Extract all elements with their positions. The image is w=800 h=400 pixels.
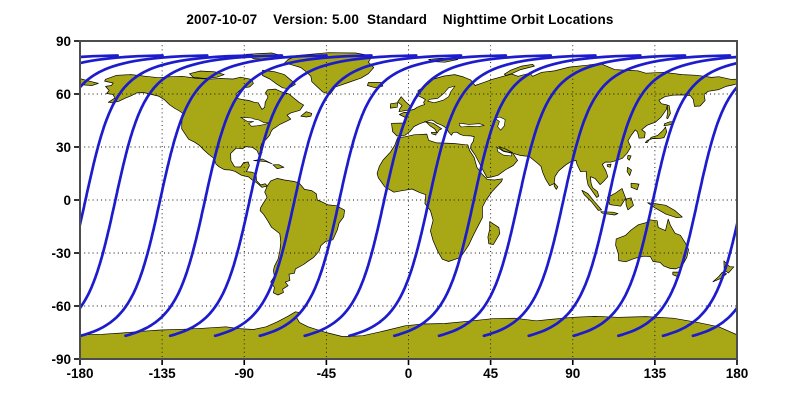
landmass — [607, 188, 627, 207]
orbit-track — [168, 54, 418, 338]
x-tick-label: 45 — [483, 366, 499, 381]
landmass — [389, 102, 398, 109]
orbit-track — [124, 54, 373, 338]
landmass — [104, 74, 304, 188]
landmass — [272, 164, 285, 169]
x-tick-label: -90 — [234, 366, 254, 381]
x-tick-label: -135 — [149, 366, 177, 381]
orbit-track — [80, 54, 284, 311]
landmass — [376, 133, 503, 262]
x-tick-label: -45 — [317, 366, 337, 381]
sea — [458, 122, 485, 128]
orbit-track — [437, 54, 687, 338]
landmass — [391, 63, 737, 198]
sea — [496, 147, 512, 157]
y-tick-label: -30 — [51, 246, 71, 261]
landmass — [666, 105, 671, 120]
landmass — [645, 126, 668, 143]
orbit-track — [348, 54, 597, 338]
orbit-track — [616, 85, 737, 338]
x-tick-label: 135 — [644, 366, 667, 381]
landmass — [424, 121, 443, 134]
landmass — [625, 197, 634, 211]
y-tick-label: -60 — [51, 299, 71, 314]
landmass — [606, 163, 612, 168]
x-tick-label: 90 — [565, 366, 580, 381]
orbit-track — [691, 305, 737, 338]
orbit-track — [0, 56, 28, 336]
landmass — [300, 111, 313, 118]
landmass — [626, 166, 632, 176]
orbit-track — [258, 54, 508, 338]
landmass — [615, 218, 689, 270]
orbit-track — [303, 54, 553, 338]
x-tick-label: 0 — [405, 366, 413, 381]
landmass — [259, 178, 345, 296]
sea — [240, 117, 270, 127]
landmass — [503, 63, 535, 76]
orbit-track — [736, 334, 737, 338]
landmass — [627, 155, 632, 161]
orbit-track — [392, 54, 642, 338]
landmass — [630, 182, 640, 191]
y-tick-label: 0 — [63, 193, 71, 208]
y-tick-label: 30 — [56, 140, 71, 155]
landmass — [600, 211, 619, 216]
landmass — [487, 221, 501, 245]
y-tick-label: 90 — [56, 34, 71, 49]
landmass — [253, 158, 273, 165]
landmass — [553, 182, 559, 190]
chart-title: 2007-10-07 Version: 5.00 Standard Nightt… — [186, 12, 614, 27]
sea — [427, 85, 456, 104]
orbit-track — [572, 61, 737, 338]
orbit-track — [783, 56, 800, 336]
orbit-track — [213, 54, 463, 338]
orbit-track — [661, 218, 737, 338]
x-tick-label: -180 — [66, 366, 93, 381]
map-layers — [0, 41, 800, 359]
x-tick-label: 180 — [726, 366, 749, 381]
plot-frame — [79, 40, 738, 360]
orbit-track — [482, 54, 732, 338]
orbit-track — [80, 54, 254, 231]
orbit-track — [80, 54, 164, 65]
orbit-track — [527, 55, 737, 338]
landmass — [581, 189, 602, 211]
landmass — [647, 202, 683, 219]
y-tick-label: 60 — [56, 87, 71, 102]
y-tick-label: -90 — [51, 352, 71, 367]
orbit-track — [80, 54, 328, 338]
landmass — [430, 132, 437, 136]
